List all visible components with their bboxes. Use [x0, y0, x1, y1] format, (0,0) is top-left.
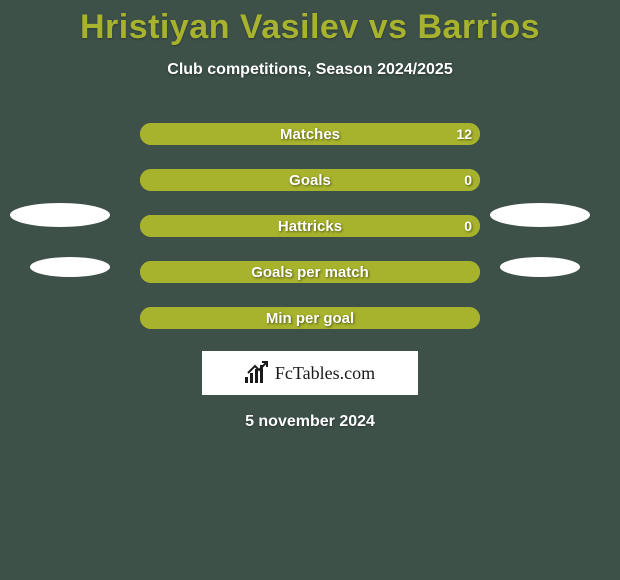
stat-bar-matches: 12 Matches	[140, 123, 480, 145]
date-label: 5 november 2024	[0, 413, 620, 431]
player-dot-left-1	[10, 203, 110, 227]
stat-bar-label: Hattricks	[140, 215, 480, 237]
subtitle: Club competitions, Season 2024/2025	[0, 61, 620, 79]
fctables-chart-icon	[245, 363, 269, 383]
player-dot-right-2	[500, 257, 580, 277]
stat-bar-hattricks: 0 Hattricks	[140, 215, 480, 237]
player-dot-right-1	[490, 203, 590, 227]
stat-bar-label: Matches	[140, 123, 480, 145]
stat-bar-label: Goals per match	[140, 261, 480, 283]
stat-bar-label: Goals	[140, 169, 480, 191]
stat-bar-goals-per-match: Goals per match	[140, 261, 480, 283]
page-title: Hristiyan Vasilev vs Barrios	[0, 0, 620, 47]
stat-bar-goals: 0 Goals	[140, 169, 480, 191]
player-dot-left-2	[30, 257, 110, 277]
stat-bar-label: Min per goal	[140, 307, 480, 329]
source-logo-text: FcTables.com	[275, 363, 375, 384]
source-logo: FcTables.com	[202, 351, 418, 395]
stat-bar-min-per-goal: Min per goal	[140, 307, 480, 329]
